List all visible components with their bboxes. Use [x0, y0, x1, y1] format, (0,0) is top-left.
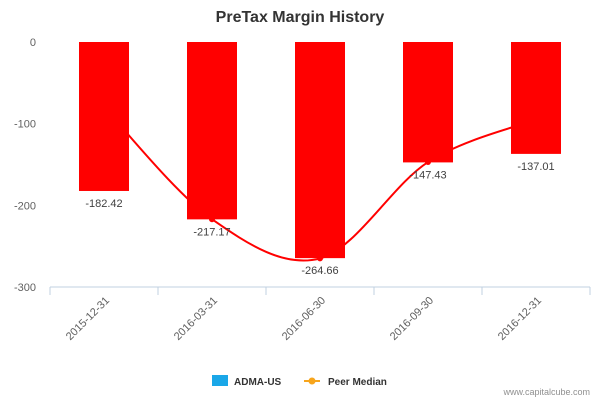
bar-data-label: -137.01 [517, 161, 554, 173]
data-labels: -182.42 -217.17 -264.66 -147.43 -137.01 [85, 161, 554, 277]
legend-label-peer-median[interactable]: Peer Median [328, 377, 387, 388]
y-axis: 0 -100 -200 -300 [14, 37, 36, 294]
y-tick-label: 0 [30, 37, 36, 49]
x-axis: 2015-12-31 2016-03-31 2016-06-30 2016-09-30… [49, 286, 591, 343]
line-series [103, 106, 537, 262]
legend: ADMA-US Peer Median [212, 375, 387, 388]
peer-median-point[interactable] [425, 159, 431, 166]
bar-data-label: -182.42 [85, 198, 122, 210]
bar-data-label: -147.43 [409, 169, 446, 181]
bar[interactable] [295, 42, 345, 259]
peer-median-point[interactable] [317, 255, 323, 262]
legend-marker-peer-median[interactable] [308, 377, 316, 385]
bar-data-label: -264.66 [301, 265, 338, 277]
x-tick-label: 2016-12-31 [496, 295, 544, 343]
legend-label-adma[interactable]: ADMA-US [234, 377, 282, 388]
credit-text: www.capitalcube.com [502, 387, 590, 397]
bar[interactable] [79, 42, 129, 191]
peer-median-point[interactable] [209, 216, 215, 223]
x-tick-label: 2016-06-30 [280, 295, 328, 343]
x-tick-label: 2016-09-30 [388, 295, 436, 343]
bar-series [79, 42, 561, 259]
y-tick-label: -300 [14, 282, 36, 294]
x-tick-label: 2016-03-31 [172, 295, 220, 343]
bar-data-label: -217.17 [193, 226, 230, 238]
bar[interactable] [511, 42, 561, 154]
legend-swatch-adma[interactable] [212, 375, 228, 386]
bar[interactable] [187, 42, 237, 220]
bar[interactable] [403, 42, 453, 163]
y-tick-label: -200 [14, 200, 36, 212]
x-tick-label: 2015-12-31 [64, 295, 112, 343]
chart-title: PreTax Margin History [216, 9, 385, 26]
y-tick-label: -100 [14, 119, 36, 131]
